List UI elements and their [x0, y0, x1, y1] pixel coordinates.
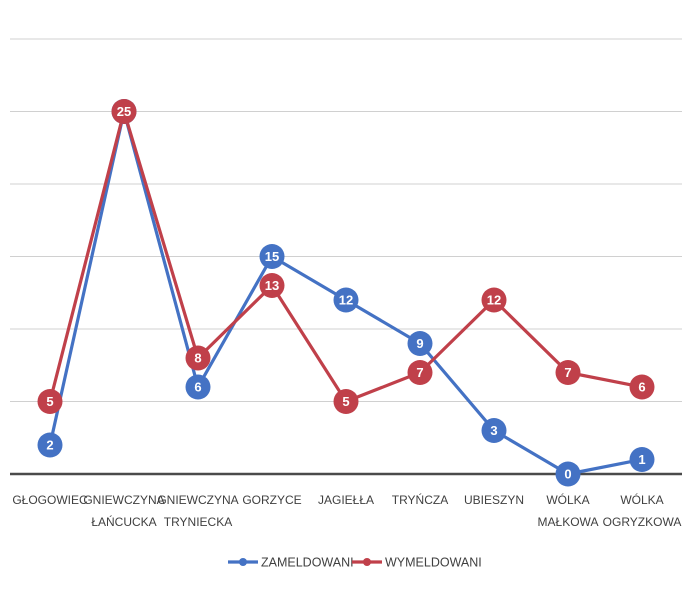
data-label: 7: [564, 365, 571, 380]
data-label: 7: [416, 365, 423, 380]
data-point: [407, 331, 433, 356]
data-point: [629, 374, 655, 400]
data-point: [333, 389, 359, 414]
data-point: [37, 432, 63, 458]
x-tick-label: UBIESZYN: [464, 493, 524, 507]
x-tick-label: WÓLKA OGRYZKOWA: [603, 492, 682, 529]
data-label: 3: [490, 423, 497, 438]
series-group: 225615129301525813571276: [37, 99, 655, 487]
data-label: 0: [564, 467, 571, 482]
data-label: 12: [487, 293, 501, 308]
data-point: [481, 418, 507, 443]
data-point: [259, 244, 285, 269]
legend-item: ZAMELDOWANI: [228, 556, 354, 570]
data-label: 8: [194, 351, 201, 366]
data-label: 15: [265, 249, 279, 264]
x-tick-label: GORZYCE: [242, 493, 301, 507]
data-label: 2: [46, 438, 53, 453]
data-label: 25: [117, 104, 131, 119]
legend-label: ZAMELDOWANI: [261, 556, 354, 570]
data-point: [333, 287, 359, 313]
data-label: 6: [194, 380, 201, 395]
series-points-zameldowani: 2 25 6 15 12 9 3 0 1: [37, 99, 655, 487]
x-tick-label: TRYŃCZA: [392, 492, 448, 507]
data-label: 5: [342, 394, 349, 409]
x-tick-label: WÓLKA MAŁKOWA: [538, 492, 599, 529]
legend: ZAMELDOWANI WYMELDOWANI: [228, 556, 482, 570]
data-point: [185, 374, 211, 400]
data-point: [555, 461, 581, 487]
data-point: [185, 345, 211, 371]
x-tick-label: GŁOGOWIEC: [12, 493, 88, 507]
x-tick-label: JAGIEŁŁA: [318, 493, 374, 507]
gridlines: [10, 38, 682, 402]
x-tick-label: GNIEWCZYNA TRYNIECKA: [157, 493, 238, 529]
data-point: [629, 447, 655, 472]
data-point: [111, 99, 137, 124]
data-label: 6: [638, 380, 645, 395]
data-point: [37, 389, 63, 414]
data-label: 5: [46, 394, 53, 409]
legend-label: WYMELDOWANI: [385, 556, 482, 570]
series-points-wymeldowani: 5 25 8 13 5 7 12 7 6: [37, 99, 655, 414]
data-point: [407, 360, 433, 385]
data-point: [481, 287, 507, 313]
legend-swatch-marker: [363, 558, 371, 566]
data-label: 13: [265, 278, 279, 293]
data-label: 9: [416, 336, 423, 351]
data-point: [555, 360, 581, 385]
legend-swatch-marker: [239, 558, 247, 566]
data-label: 1: [638, 452, 645, 467]
data-label: 12: [339, 293, 353, 308]
legend-item: WYMELDOWANI: [352, 556, 482, 570]
data-point: [259, 273, 285, 298]
x-tick-label: GNIEWCZYNA ŁAŃCUCKA: [83, 493, 164, 529]
